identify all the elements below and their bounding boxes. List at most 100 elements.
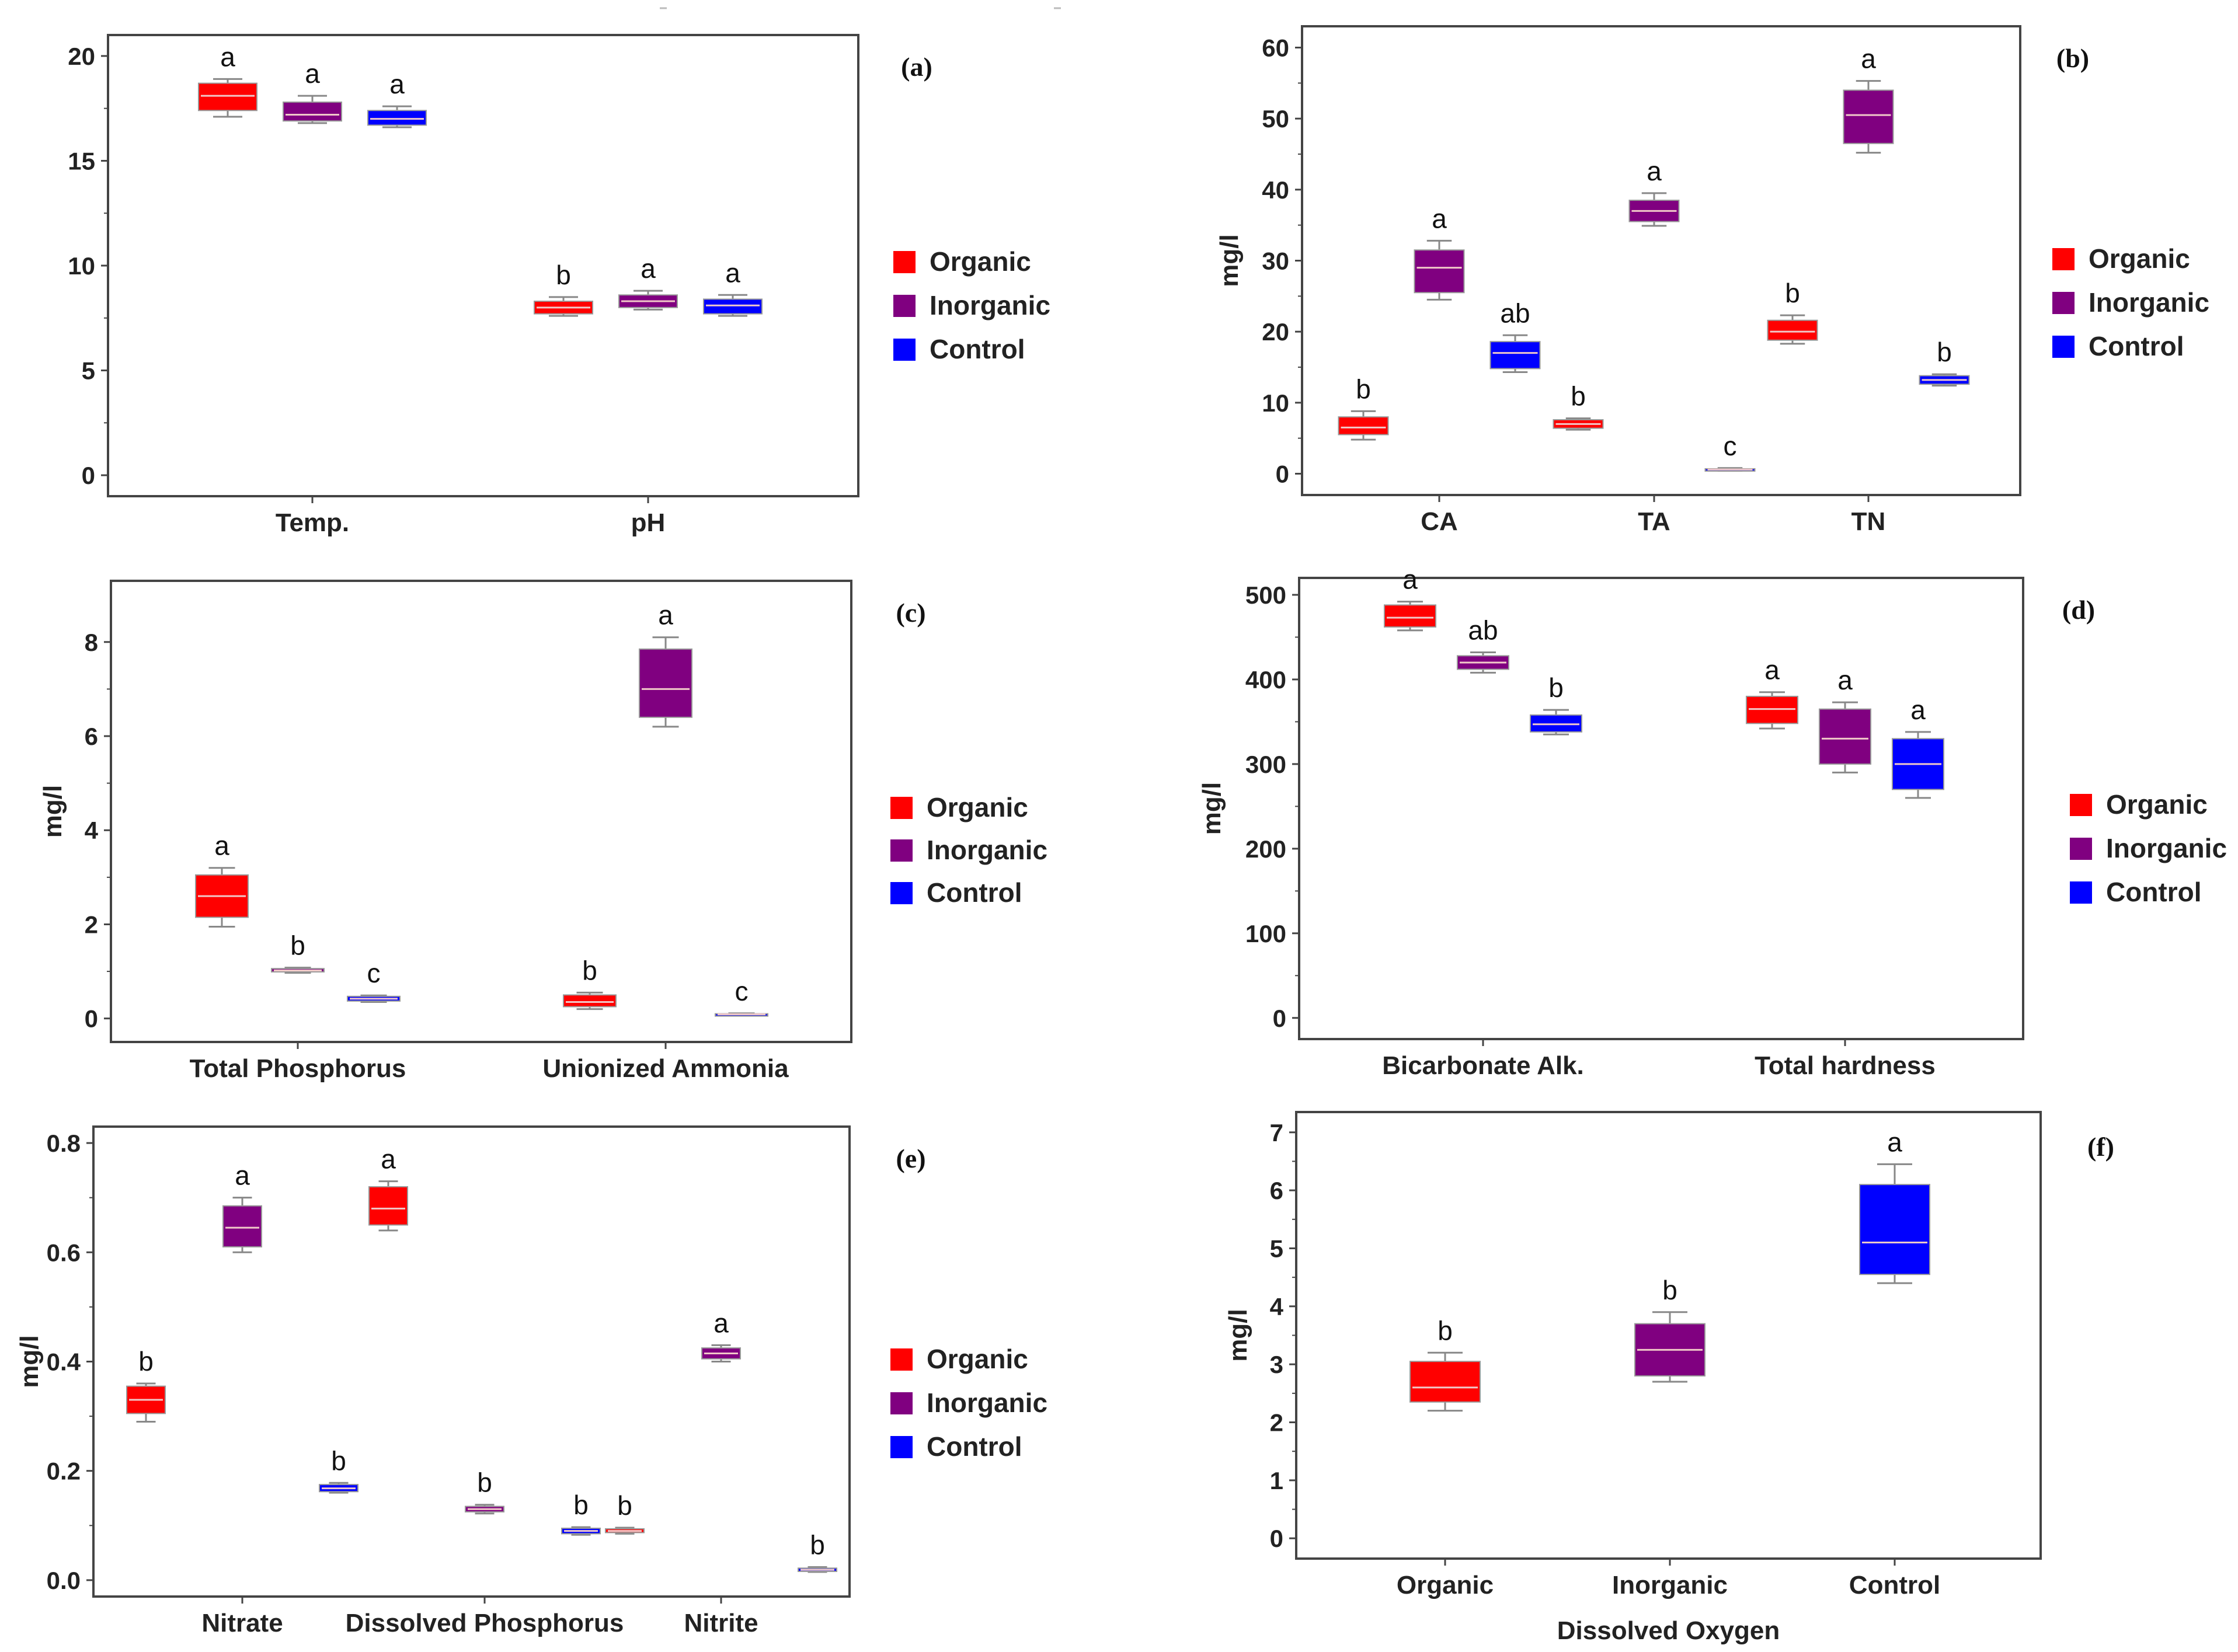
iqr-box: [1767, 319, 1818, 341]
y-tick-label: 5: [82, 357, 95, 385]
iqr-box: [1843, 89, 1894, 144]
box-control-total-phosphorus: c: [347, 958, 401, 1003]
box-inorganic-ph: a: [618, 253, 678, 311]
y-tick-label: 500: [1245, 581, 1286, 609]
significance-letter: a: [725, 257, 740, 288]
box-inorganic-ca: a: [1414, 203, 1465, 301]
significance-letter: a: [389, 69, 405, 99]
box-control-dissolved-phosphorus: b: [561, 1490, 601, 1536]
y-tick-label: 20: [68, 43, 95, 70]
iqr-box: [639, 648, 692, 718]
significance-letter: b: [1438, 1315, 1453, 1346]
legend-label-inorganic: Inorganic: [927, 1388, 1047, 1418]
box-control-tn: b: [1919, 337, 1970, 387]
significance-letter: b: [1571, 381, 1586, 412]
legend-swatch-control: [890, 1436, 913, 1458]
box-organic-unionized-ammonia: b: [563, 955, 617, 1010]
box-inorganic-bicarbonate-alk-: ab: [1457, 615, 1509, 674]
box-inorganic-unionized-ammonia: a: [639, 600, 692, 728]
legend: Organic Inorganic Control: [893, 246, 1050, 364]
box-control-bicarbonate-alk-: b: [1530, 672, 1582, 736]
significance-letter: b: [556, 260, 571, 290]
box-organic-nitrate: b: [126, 1346, 166, 1423]
legend-label-control: Control: [927, 877, 1022, 908]
significance-letter: a: [1910, 695, 1926, 725]
y-tick-label: 6: [1270, 1177, 1283, 1204]
box-organic-temp-: a: [198, 41, 257, 118]
y-tick-label: 60: [1262, 34, 1289, 62]
legend-label-organic: Organic: [2106, 789, 2208, 820]
box-control-unionized-ammonia: c: [715, 976, 768, 1017]
legend-label-organic: Organic: [927, 792, 1028, 822]
significance-letter: b: [617, 1490, 632, 1521]
significance-letter: c: [367, 958, 381, 988]
legend-swatch-organic: [893, 251, 916, 273]
y-tick-label: 30: [1262, 248, 1289, 275]
iqr-box: [1414, 249, 1465, 294]
significance-letter: a: [1887, 1127, 1902, 1157]
significance-letter: ab: [1500, 298, 1530, 328]
box-organic-bicarbonate-alk-: a: [1384, 564, 1436, 632]
legend-swatch-control: [890, 882, 913, 904]
significance-letter: b: [1548, 672, 1564, 703]
box-control-nitrite: b: [798, 1529, 837, 1573]
y-tick-label: 50: [1262, 105, 1289, 133]
significance-letter: a: [713, 1308, 729, 1338]
box-control-ta: c: [1704, 431, 1756, 472]
significance-letter: ab: [1468, 615, 1498, 646]
iqr-box: [1819, 708, 1871, 765]
y-axis-label: mg/l: [1224, 1309, 1252, 1361]
legend-swatch-inorganic: [2052, 292, 2075, 314]
panel-label: (f): [2087, 1132, 2114, 1162]
y-tick-label: 0.8: [47, 1130, 81, 1157]
significance-letter: a: [1432, 203, 1447, 233]
box-inorganic-temp-: a: [283, 58, 342, 124]
y-tick-label: 4: [85, 817, 99, 844]
significance-letter: c: [735, 976, 749, 1006]
significance-letter: b: [290, 930, 305, 961]
iqr-box: [1338, 416, 1389, 435]
iqr-box: [368, 1186, 408, 1226]
y-tick-label: 8: [85, 629, 98, 656]
significance-letter: a: [305, 58, 320, 89]
legend-label-control: Control: [927, 1431, 1022, 1462]
y-tick-label: 0.0: [47, 1567, 81, 1594]
panel-label: (c): [896, 598, 925, 628]
significance-letter: a: [1837, 665, 1853, 695]
y-tick-label: 0.6: [47, 1239, 81, 1266]
x-tick-label: Bicarbonate Alk.: [1382, 1051, 1584, 1080]
box-organic-ca: b: [1338, 374, 1389, 441]
y-tick-label: 2: [1270, 1409, 1283, 1437]
legend-label-inorganic: Inorganic: [2106, 833, 2227, 863]
y-tick-label: 10: [68, 252, 95, 280]
box-organic-tn: b: [1767, 278, 1818, 345]
legend: Organic Inorganic Control: [890, 1344, 1047, 1462]
x-tick-label: TN: [1851, 507, 1886, 536]
y-tick-label: 4: [1270, 1293, 1284, 1320]
x-tick-label: Total Phosphorus: [190, 1054, 406, 1083]
legend-label-inorganic: Inorganic: [2089, 287, 2209, 318]
box-control-control: a: [1859, 1127, 1930, 1284]
box-inorganic-nitrate: a: [222, 1160, 262, 1253]
y-axis-label: mg/l: [1198, 782, 1226, 835]
iqr-box: [1489, 341, 1541, 370]
significance-letter: a: [1402, 564, 1418, 595]
panel-a: 0 5 10 15 20 Temp. pH a a a b a a (a) Organic Inorganic…: [68, 34, 1050, 537]
legend-swatch-control: [2052, 336, 2075, 358]
significance-letter: a: [641, 253, 656, 284]
legend: Organic Inorganic Control: [2070, 789, 2227, 907]
box-inorganic-inorganic: b: [1634, 1275, 1706, 1383]
legend-swatch-organic: [2052, 248, 2075, 270]
panel-c: 0 2 4 6 8 mg/l Total Phosphorus Unionized Ammon…: [39, 580, 1047, 1083]
x-tick-label: Nitrate: [201, 1609, 283, 1637]
iqr-box: [1384, 604, 1436, 628]
significance-letter: b: [138, 1346, 154, 1376]
significance-letter: a: [1764, 655, 1780, 685]
significance-letter: b: [573, 1490, 589, 1520]
iqr-box: [198, 82, 257, 111]
box-inorganic-total-phosphorus: b: [271, 930, 325, 974]
iqr-box: [367, 110, 427, 126]
legend-label-organic: Organic: [2089, 243, 2190, 274]
box-inorganic-tn: a: [1843, 44, 1894, 154]
